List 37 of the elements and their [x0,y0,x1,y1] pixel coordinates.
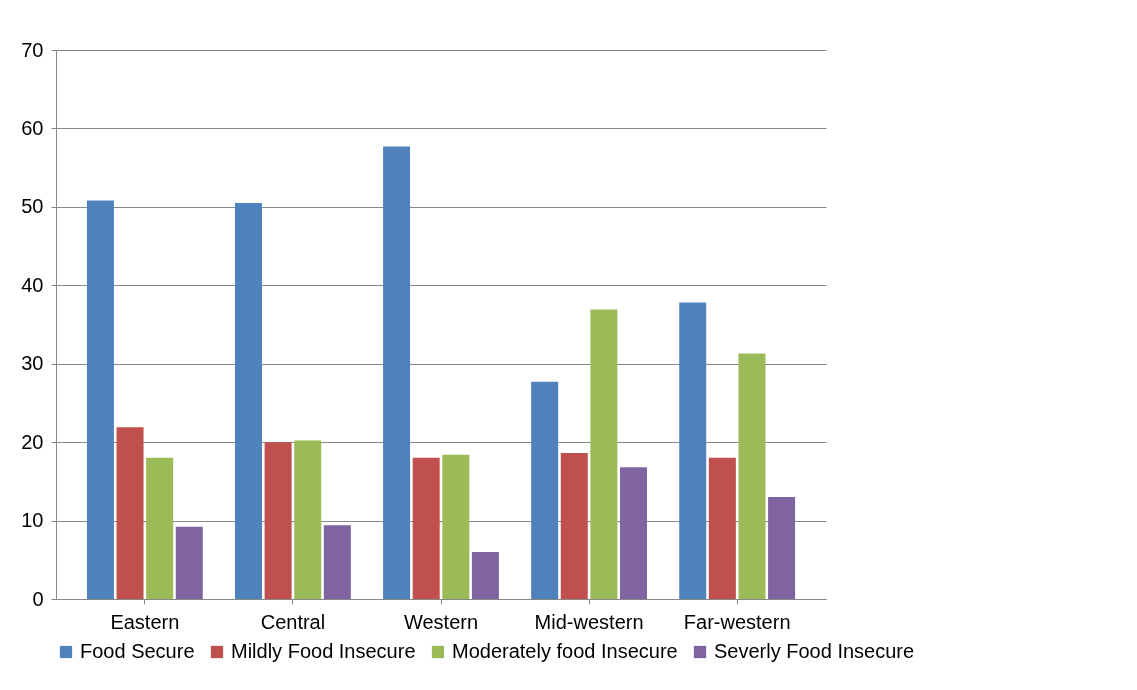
bar [383,146,411,599]
x-tick-label: Far-western [683,610,791,633]
y-tick-label: 10 [21,509,44,532]
bar [146,457,174,599]
bar [560,453,588,599]
y-tick-label: 60 [21,116,44,139]
y-tick-label: 30 [21,352,44,375]
legend-label: Mildly Food Insecure [231,640,416,662]
bar [412,457,440,599]
bar [235,202,262,599]
bar [175,526,203,599]
y-tick-label: 0 [32,587,44,610]
y-tick-label: 70 [21,38,44,61]
legend-label: Severly Food Insecure [714,640,915,662]
legend-label: Moderately food Insecure [452,640,678,662]
bar [768,497,796,599]
bar [738,353,766,599]
bar [116,427,144,599]
bar [590,309,618,599]
y-tick-label: 50 [21,195,44,218]
bar [86,200,114,599]
y-tick-label: 20 [21,430,44,453]
y-tick-label: 40 [21,273,44,296]
x-tick-label: Eastern [110,610,180,633]
bar [294,440,322,599]
x-tick-label: Mid-western [534,610,644,633]
bar [620,467,647,599]
bar [323,525,351,599]
x-tick-label: Central [260,610,326,633]
bar [708,457,736,599]
bar [531,381,559,599]
x-tick-label: Western [403,610,479,633]
bar [264,442,292,599]
bar [442,454,470,599]
legend-label: Food Secure [80,640,195,662]
bar [471,551,499,599]
bar [679,302,707,599]
